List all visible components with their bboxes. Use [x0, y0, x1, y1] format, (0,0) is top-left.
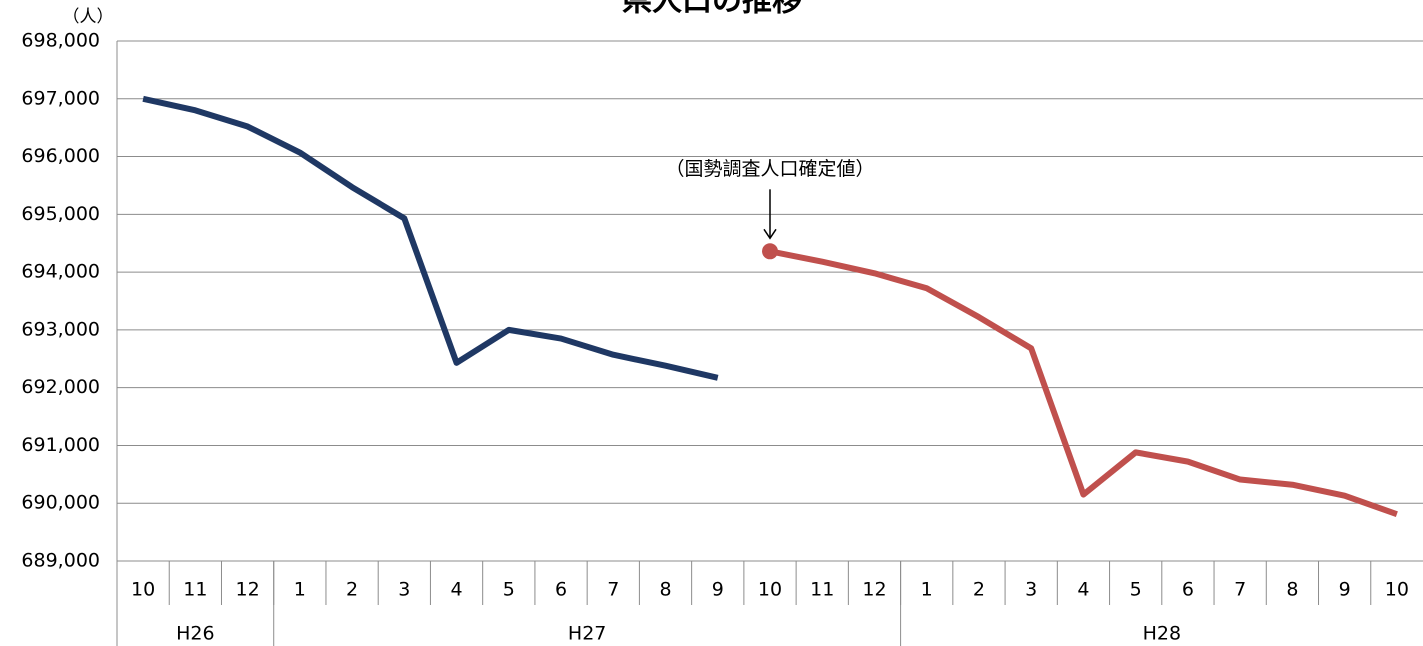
point-marker — [762, 243, 778, 260]
group-label: H26 — [176, 623, 214, 645]
annotation: （国勢調査人口確定値） — [665, 158, 874, 180]
group-label: H27 — [568, 623, 606, 645]
x-tick-label: 2 — [346, 579, 358, 601]
y-tick-label: 696,000 — [21, 145, 100, 167]
x-tick-label: 3 — [398, 579, 410, 601]
y-tick-label: 690,000 — [21, 492, 100, 514]
x-tick-label: 12 — [236, 579, 260, 601]
group-label: H28 — [1143, 623, 1181, 645]
x-tick-label: 2 — [973, 579, 985, 601]
y-tick-label: 694,000 — [21, 261, 100, 283]
chart-title: 県人口の推移 — [622, 0, 802, 19]
x-tick-label: 3 — [1025, 579, 1037, 601]
x-tick-label: 9 — [1339, 579, 1351, 601]
x-tick-label: 10 — [131, 579, 155, 601]
y-tick-label: 698,000 — [21, 30, 100, 52]
x-tick-label: 5 — [503, 579, 515, 601]
y-tick-label: 691,000 — [21, 434, 100, 456]
y-tick-label: 692,000 — [21, 376, 100, 398]
x-tick-label: 11 — [810, 579, 834, 601]
x-tick-label: 10 — [758, 579, 782, 601]
x-tick-label: 4 — [1077, 579, 1089, 601]
x-tick-label: 5 — [1130, 579, 1142, 601]
x-tick-label: 8 — [1286, 579, 1298, 601]
y-tick-label: 689,000 — [21, 550, 100, 572]
y-tick-label: 695,000 — [21, 203, 100, 225]
x-tick-label: 7 — [607, 579, 619, 601]
x-tick-label: 9 — [712, 579, 724, 601]
y-unit: （人） — [63, 7, 114, 27]
x-tick-label: 1 — [294, 579, 306, 601]
y-tick-label: 697,000 — [21, 87, 100, 109]
x-tick-label: 4 — [451, 579, 463, 601]
x-tick-label: 1 — [921, 579, 933, 601]
x-tick-label: 6 — [1182, 579, 1194, 601]
x-tick-label: 12 — [862, 579, 886, 601]
x-tick-label: 6 — [555, 579, 567, 601]
series-line — [769, 248, 1398, 518]
x-tick-label: 11 — [183, 579, 207, 601]
x-tick-label: 8 — [659, 579, 671, 601]
y-tick-label: 693,000 — [21, 318, 100, 340]
x-tick-label: 7 — [1234, 579, 1246, 601]
x-tick-label: 10 — [1385, 579, 1409, 601]
series-line — [142, 95, 719, 381]
annotation-arrowhead — [763, 228, 777, 240]
